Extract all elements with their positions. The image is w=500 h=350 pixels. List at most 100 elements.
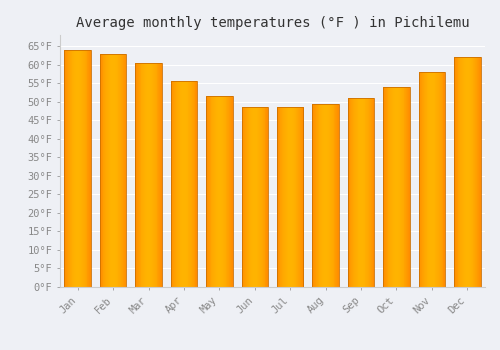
Bar [153,63,154,287]
Bar [314,104,315,287]
Bar [330,104,331,287]
Bar [278,107,280,287]
Bar [440,72,441,287]
Bar [100,54,101,287]
Bar [150,63,151,287]
Bar [216,96,217,287]
Bar [138,63,139,287]
Bar [470,57,471,287]
Bar [426,72,428,287]
Bar [108,54,110,287]
Bar [284,107,285,287]
Bar [291,107,292,287]
Bar [114,54,115,287]
Bar [81,50,82,287]
Bar [458,57,460,287]
Bar [82,50,83,287]
Bar [182,81,183,287]
Bar [315,104,316,287]
Bar [84,50,85,287]
Bar [390,87,391,287]
Bar [242,107,268,287]
Bar [277,107,278,287]
Bar [210,96,212,287]
Bar [194,81,196,287]
Bar [184,81,185,287]
Bar [468,57,469,287]
Bar [105,54,106,287]
Bar [246,107,247,287]
Bar [263,107,264,287]
Bar [392,87,393,287]
Bar [215,96,216,287]
Bar [418,72,420,287]
Bar [394,87,396,287]
Bar [352,98,353,287]
Bar [323,104,324,287]
Bar [423,72,424,287]
Bar [212,96,213,287]
Bar [332,104,334,287]
Bar [300,107,301,287]
Bar [116,54,117,287]
Bar [74,50,75,287]
Bar [223,96,224,287]
Bar [462,57,463,287]
Bar [124,54,126,287]
Bar [353,98,354,287]
Bar [298,107,299,287]
Bar [422,72,423,287]
Bar [208,96,209,287]
Bar [463,57,464,287]
Bar [430,72,431,287]
Bar [256,107,258,287]
Bar [206,96,233,287]
Bar [350,98,352,287]
Bar [348,98,374,287]
Bar [328,104,329,287]
Bar [192,81,193,287]
Bar [185,81,186,287]
Bar [354,98,355,287]
Bar [440,72,442,287]
Bar [400,87,401,287]
Bar [479,57,480,287]
Bar [363,98,364,287]
Bar [102,54,104,287]
Bar [338,104,339,287]
Bar [245,107,246,287]
Bar [254,107,255,287]
Bar [193,81,194,287]
Bar [321,104,322,287]
Bar [364,98,366,287]
Bar [367,98,368,287]
Bar [252,107,253,287]
Bar [159,63,160,287]
Bar [222,96,223,287]
Bar [120,54,121,287]
Bar [454,57,480,287]
Bar [280,107,281,287]
Bar [147,63,148,287]
Bar [137,63,138,287]
Bar [434,72,436,287]
Bar [393,87,394,287]
Bar [100,54,102,287]
Bar [244,107,245,287]
Bar [299,107,300,287]
Bar [112,54,113,287]
Bar [283,107,284,287]
Bar [424,72,425,287]
Bar [372,98,374,287]
Bar [461,57,462,287]
Bar [293,107,294,287]
Bar [253,107,254,287]
Bar [437,72,438,287]
Bar [368,98,369,287]
Bar [224,96,226,287]
Bar [154,63,156,287]
Bar [258,107,260,287]
Bar [178,81,180,287]
Bar [266,107,267,287]
Bar [292,107,293,287]
